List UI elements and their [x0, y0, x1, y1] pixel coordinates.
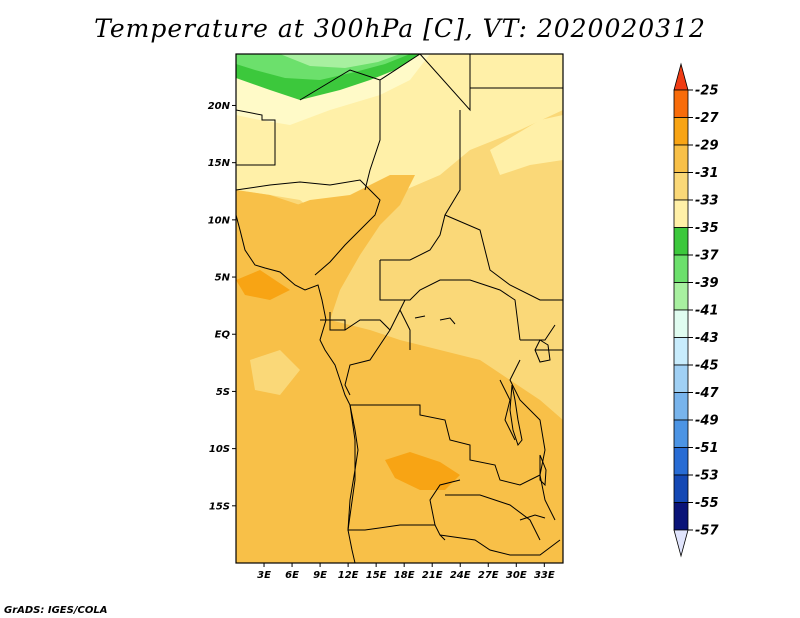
colorbar-label: -37: [695, 249, 719, 264]
colorbar-label: -47: [695, 386, 719, 401]
colorbar-box: [673, 502, 689, 531]
colorbar-box: [673, 419, 689, 448]
colorbar-box: [673, 337, 689, 366]
field-band-27-west: [236, 270, 290, 300]
field-band-33-east: [490, 115, 563, 175]
longitude-axis: 3E 6E 9E 12E 15E 18E 21E 24E 27E 30E 33E: [257, 563, 555, 581]
colorbar-label: -35: [695, 221, 719, 236]
lat-label: 15S: [209, 501, 230, 512]
lat-label: 15N: [208, 158, 231, 169]
country-borders: [236, 54, 563, 556]
lat-label: 5N: [215, 273, 231, 284]
colorbar-box: [673, 227, 689, 256]
colorbar-label: -53: [695, 469, 719, 484]
colorbar-box: [673, 447, 689, 476]
lat-label: 10N: [208, 215, 231, 226]
lon-label: 12E: [338, 570, 359, 581]
colorbar-box: [673, 117, 689, 146]
lat-label: EQ: [215, 330, 231, 341]
colorbar-box: [673, 172, 689, 201]
lat-label: 20N: [208, 101, 231, 112]
lon-label: 21E: [422, 570, 443, 581]
grads-credit: GrADS: IGES/COLA: [4, 605, 107, 616]
field-band-29-west: [236, 190, 300, 245]
colorbar-label: -55: [695, 496, 719, 511]
colorbar: -25 -27 -29 -31 -33 -35 -37 -39 -41 -43 -45 -47 -49 -…: [673, 62, 719, 558]
temperature-field: [236, 54, 563, 563]
coastline: [236, 214, 359, 563]
colorbar-top-triangle: [673, 62, 689, 91]
colorbar-label: -33: [695, 194, 719, 209]
colorbar-label: -31: [695, 166, 719, 181]
lon-label: 24E: [450, 570, 471, 581]
lat-label: 5S: [216, 387, 230, 398]
colorbar-box: [673, 364, 689, 393]
colorbar-label: -39: [695, 276, 719, 291]
colorbar-label: -41: [695, 304, 719, 319]
colorbar-label: -27: [695, 111, 719, 126]
colorbar-box: [673, 144, 689, 173]
colorbar-label: -25: [695, 84, 719, 99]
colorbar-label: -57: [695, 524, 719, 539]
field-patch-31: [250, 350, 300, 395]
map-title: Temperature at 300hPa [C], VT: 202002031…: [94, 14, 706, 43]
field-band-41: [280, 54, 400, 68]
colorbar-label: -43: [695, 331, 719, 346]
colorbar-label: -49: [695, 414, 719, 429]
lon-label: 6E: [285, 570, 299, 581]
colorbar-box: [673, 199, 689, 228]
colorbar-box: [673, 474, 689, 503]
lat-label: 10S: [209, 444, 230, 455]
lon-label: 27E: [478, 570, 499, 581]
colorbar-label: -45: [695, 359, 719, 374]
lon-label: 9E: [313, 570, 327, 581]
lon-label: 3E: [257, 570, 271, 581]
colorbar-label: -51: [695, 441, 719, 456]
lon-label: 30E: [506, 570, 527, 581]
colorbar-box: [673, 89, 689, 118]
lon-label: 18E: [394, 570, 415, 581]
latitude-axis: 20N 15N 10N 5N EQ 5S 10S 15S: [208, 101, 236, 512]
field-band-27: [385, 452, 460, 490]
colorbar-box: [673, 392, 689, 421]
map-frame: [235, 53, 564, 564]
colorbar-bottom-triangle: [673, 529, 689, 558]
colorbar-box: [673, 282, 689, 311]
lon-label: 15E: [366, 570, 387, 581]
lon-label: 33E: [534, 570, 555, 581]
lakes: [414, 315, 551, 521]
colorbar-label: -29: [695, 139, 719, 154]
colorbar-box: [673, 309, 689, 338]
colorbar-box: [673, 254, 689, 283]
